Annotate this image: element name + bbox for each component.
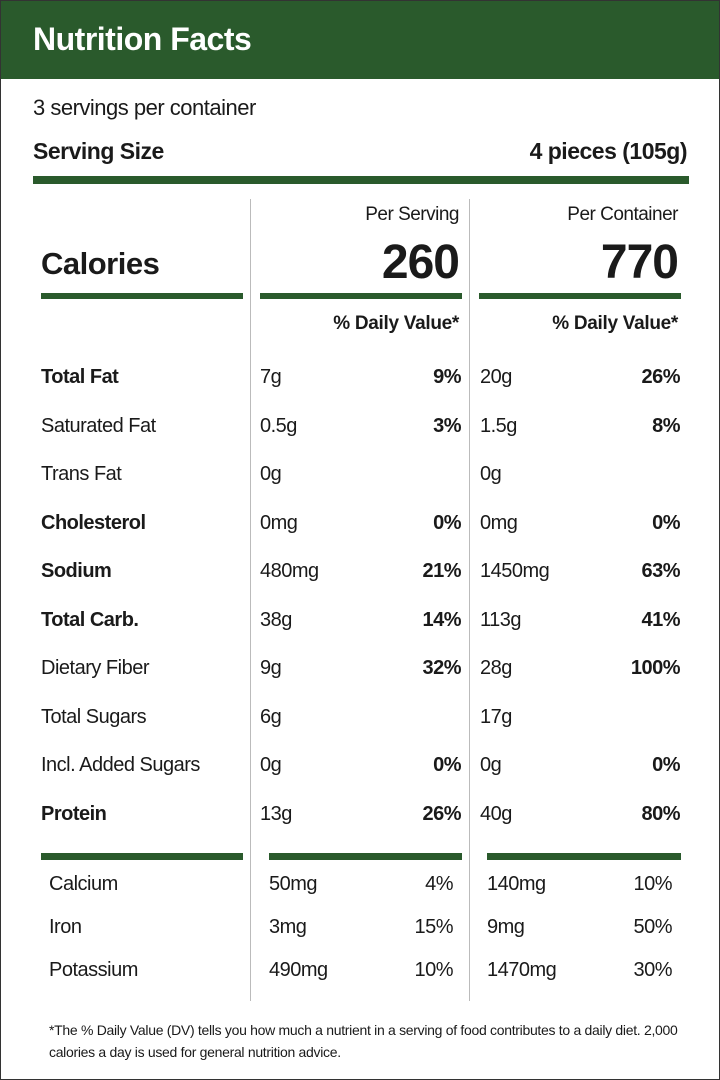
- serving-daily-value: 9%: [433, 366, 461, 388]
- calories-label: Calories: [41, 246, 160, 281]
- column-divider-1: [250, 199, 251, 1001]
- container-amount: 20g: [480, 366, 512, 388]
- mineral-name: Calcium: [49, 873, 118, 895]
- nutrient-row: Trans Fat 0g 0g: [1, 463, 720, 493]
- servings-per-container: 3 servings per container: [33, 95, 256, 120]
- mineral-name: Potassium: [49, 959, 138, 981]
- container-daily-value: 0%: [652, 512, 680, 534]
- serving-amount: 0.5g: [260, 415, 297, 437]
- container-daily-value: 50%: [633, 916, 672, 938]
- serving-daily-value: 26%: [422, 803, 461, 825]
- nutrient-name: Saturated Fat: [41, 415, 156, 437]
- daily-value-header-container: % Daily Value*: [552, 313, 678, 334]
- container-amount: 0g: [480, 463, 502, 485]
- calories-divider-2: [260, 293, 462, 299]
- nutrient-row: Total Fat 7g 9% 20g 26%: [1, 366, 720, 396]
- container-daily-value: 30%: [633, 959, 672, 981]
- serving-daily-value: 14%: [422, 609, 461, 631]
- serving-daily-value: 32%: [422, 657, 461, 679]
- serving-amount: 3mg: [269, 916, 307, 938]
- container-amount: 140mg: [487, 873, 546, 895]
- serving-daily-value: 3%: [433, 415, 461, 437]
- nutrient-row: Incl. Added Sugars 0g 0% 0g 0%: [1, 754, 720, 784]
- serving-amount: 38g: [260, 609, 292, 631]
- nutrient-row: Saturated Fat 0.5g 3% 1.5g 8%: [1, 415, 720, 445]
- thick-divider-top: [33, 176, 689, 184]
- serving-daily-value: 4%: [425, 873, 453, 895]
- nutrient-name: Incl. Added Sugars: [41, 754, 200, 776]
- label-header: Nutrition Facts: [1, 1, 719, 79]
- calories-divider-3: [479, 293, 681, 299]
- per-serving-label: Per Serving: [365, 204, 459, 225]
- nutrient-row: Total Sugars 6g 17g: [1, 706, 720, 736]
- container-amount: 17g: [480, 706, 512, 728]
- serving-daily-value: 0%: [433, 512, 461, 534]
- container-amount: 113g: [480, 609, 522, 631]
- serving-size-value: 4 pieces (105g): [529, 138, 688, 164]
- serving-amount: 0g: [260, 463, 282, 485]
- nutrient-row: Cholesterol 0mg 0% 0mg 0%: [1, 512, 720, 542]
- container-amount: 0mg: [480, 512, 518, 534]
- container-daily-value: 63%: [641, 560, 680, 582]
- nutrient-name: Protein: [41, 803, 107, 825]
- container-daily-value: 41%: [641, 609, 680, 631]
- nutrient-row: Protein 13g 26% 40g 80%: [1, 803, 720, 833]
- container-amount: 28g: [480, 657, 512, 679]
- nutrient-name: Total Carb.: [41, 609, 139, 631]
- serving-amount: 7g: [260, 366, 282, 388]
- nutrient-row: Total Carb. 38g 14% 113g 41%: [1, 609, 720, 639]
- nutrient-name: Cholesterol: [41, 512, 146, 534]
- serving-amount: 6g: [260, 706, 282, 728]
- minerals-divider-3: [487, 853, 681, 860]
- nutrient-row: Sodium 480mg 21% 1450mg 63%: [1, 560, 720, 590]
- mineral-row: Potassium 490mg 10% 1470mg 30%: [1, 959, 720, 989]
- minerals-divider-2: [269, 853, 462, 860]
- calories-per-serving: 260: [381, 236, 460, 289]
- nutrient-name: Total Fat: [41, 366, 119, 388]
- container-daily-value: 100%: [630, 657, 681, 679]
- container-amount: 0g: [480, 754, 502, 776]
- serving-daily-value: 10%: [414, 959, 453, 981]
- calories-per-container: 770: [600, 236, 679, 289]
- nutrient-name: Dietary Fiber: [41, 657, 149, 679]
- container-daily-value: 8%: [652, 415, 680, 437]
- per-container-label: Per Container: [567, 204, 678, 225]
- serving-amount: 480mg: [260, 560, 319, 582]
- container-amount: 40g: [480, 803, 512, 825]
- nutrient-name: Sodium: [41, 560, 112, 582]
- daily-value-header-serving: % Daily Value*: [333, 313, 459, 334]
- container-amount: 9mg: [487, 916, 525, 938]
- column-divider-2: [469, 199, 470, 1001]
- container-amount: 1470mg: [487, 959, 557, 981]
- daily-value-footnote: *The % Daily Value (DV) tells you how mu…: [49, 1022, 678, 1060]
- serving-amount: 9g: [260, 657, 282, 679]
- serving-amount: 13g: [260, 803, 292, 825]
- mineral-name: Iron: [49, 916, 82, 938]
- mineral-row: Calcium 50mg 4% 140mg 10%: [1, 873, 720, 903]
- nutrient-row: Dietary Fiber 9g 32% 28g 100%: [1, 657, 720, 687]
- serving-amount: 490mg: [269, 959, 328, 981]
- nutrient-name: Trans Fat: [41, 463, 122, 485]
- serving-daily-value: 0%: [433, 754, 461, 776]
- minerals-divider-1: [41, 853, 243, 860]
- serving-amount: 0mg: [260, 512, 298, 534]
- serving-daily-value: 21%: [422, 560, 461, 582]
- calories-divider-1: [41, 293, 243, 299]
- container-daily-value: 0%: [652, 754, 680, 776]
- serving-size-label: Serving Size: [33, 138, 164, 164]
- serving-amount: 0g: [260, 754, 282, 776]
- container-daily-value: 10%: [633, 873, 672, 895]
- container-amount: 1450mg: [480, 560, 550, 582]
- container-daily-value: 26%: [641, 366, 680, 388]
- container-daily-value: 80%: [641, 803, 680, 825]
- nutrient-name: Total Sugars: [41, 706, 147, 728]
- serving-daily-value: 15%: [414, 916, 453, 938]
- serving-amount: 50mg: [269, 873, 318, 895]
- mineral-row: Iron 3mg 15% 9mg 50%: [1, 916, 720, 946]
- label-title: Nutrition Facts: [33, 21, 252, 57]
- container-amount: 1.5g: [480, 415, 517, 437]
